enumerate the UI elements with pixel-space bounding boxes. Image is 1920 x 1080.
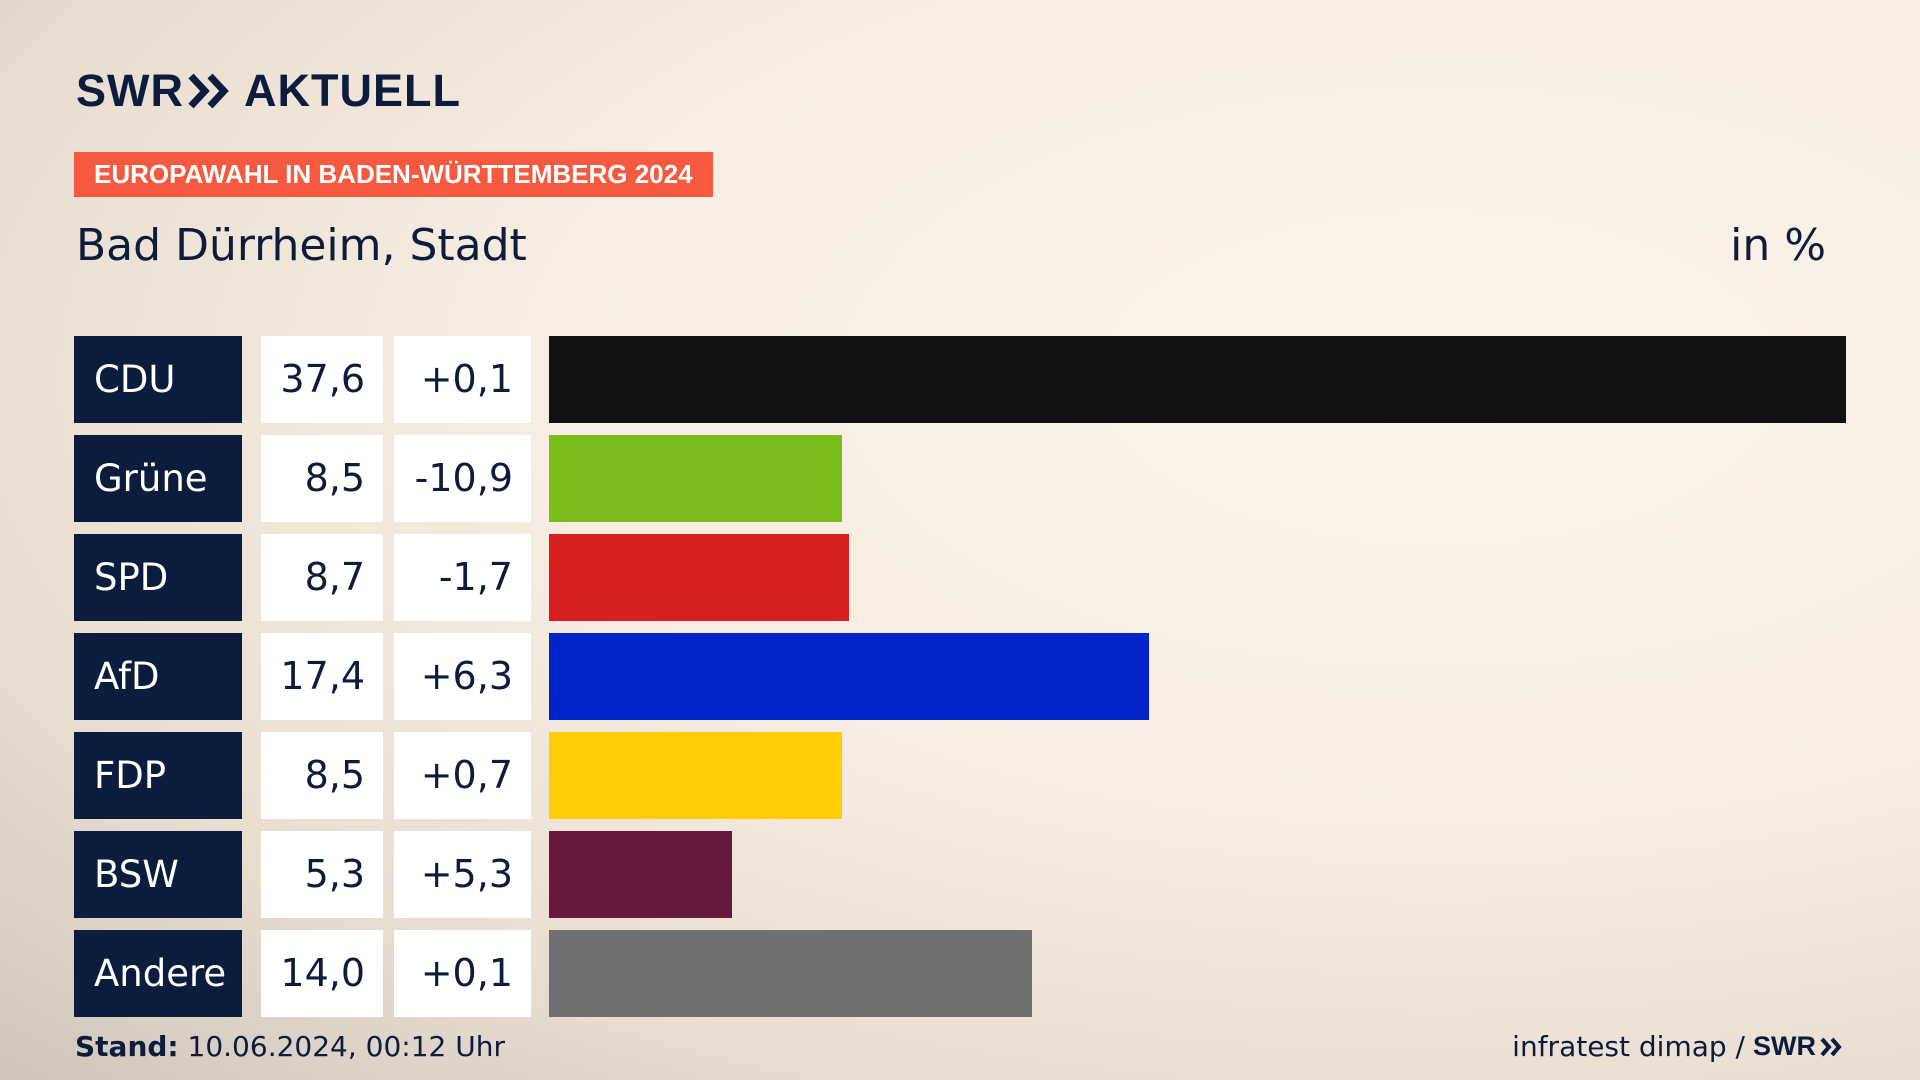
- party-label: SPD: [74, 534, 242, 621]
- diff-label: -1,7: [394, 534, 531, 621]
- unit-label: in %: [1730, 220, 1826, 271]
- bar-fdp: [549, 732, 842, 819]
- diff-label: -10,9: [394, 435, 531, 522]
- table-row: AfD 17,4 +6,3: [74, 633, 1846, 720]
- bar-cdu: [549, 336, 1846, 423]
- double-chevron-icon: [188, 73, 230, 109]
- value-label: 17,4: [261, 633, 383, 720]
- stand-value: 10.06.2024, 00:12 Uhr: [187, 1030, 505, 1063]
- party-label: CDU: [74, 336, 242, 423]
- diff-label: +0,1: [394, 336, 531, 423]
- value-label: 8,7: [261, 534, 383, 621]
- swr-aktuell-logo: SWR AKTUELL: [76, 65, 461, 116]
- value-label: 37,6: [261, 336, 383, 423]
- party-label: Andere: [74, 930, 242, 1017]
- diff-label: +0,7: [394, 732, 531, 819]
- table-row: Grüne 8,5 -10,9: [74, 435, 1846, 522]
- diff-label: +5,3: [394, 831, 531, 918]
- logo-swr-text: SWR: [76, 65, 184, 116]
- bar-andere: [549, 930, 1032, 1017]
- bar-grüne: [549, 435, 842, 522]
- source-text: infratest dimap /: [1512, 1030, 1745, 1063]
- bar-bsw: [549, 831, 732, 918]
- source-logo: SWR: [1753, 1031, 1844, 1062]
- election-banner: EUROPAWAHL IN BADEN-WÜRTTEMBERG 2024: [74, 152, 713, 197]
- table-row: Andere 14,0 +0,1: [74, 930, 1846, 1017]
- value-label: 5,3: [261, 831, 383, 918]
- party-label: Grüne: [74, 435, 242, 522]
- diff-label: +0,1: [394, 930, 531, 1017]
- value-label: 8,5: [261, 732, 383, 819]
- logo-aktuell-text: AKTUELL: [244, 65, 461, 116]
- party-label: BSW: [74, 831, 242, 918]
- timestamp: Stand: 10.06.2024, 00:12 Uhr: [75, 1030, 505, 1063]
- mini-chevron-icon: [1820, 1037, 1842, 1056]
- table-row: BSW 5,3 +5,3: [74, 831, 1846, 918]
- bar-spd: [549, 534, 849, 621]
- table-row: CDU 37,6 +0,1: [74, 336, 1846, 423]
- party-label: AfD: [74, 633, 242, 720]
- bar-afd: [549, 633, 1149, 720]
- table-row: FDP 8,5 +0,7: [74, 732, 1846, 819]
- stand-label: Stand:: [75, 1030, 179, 1063]
- diff-label: +6,3: [394, 633, 531, 720]
- party-label: FDP: [74, 732, 242, 819]
- source-logo-text: SWR: [1753, 1031, 1816, 1061]
- value-label: 14,0: [261, 930, 383, 1017]
- value-label: 8,5: [261, 435, 383, 522]
- chart-subtitle: Bad Dürrheim, Stadt: [76, 220, 527, 271]
- table-row: SPD 8,7 -1,7: [74, 534, 1846, 621]
- source-credit: infratest dimap / SWR: [1512, 1030, 1844, 1063]
